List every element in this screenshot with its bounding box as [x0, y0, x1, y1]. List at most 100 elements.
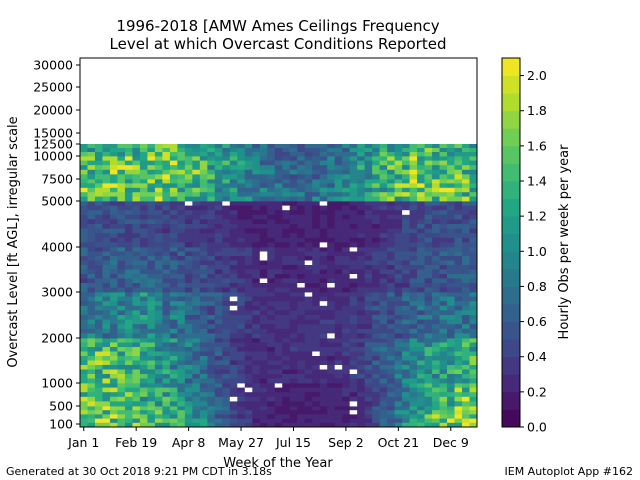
heatmap-cell: [402, 247, 410, 252]
heatmap-cell: [349, 301, 358, 307]
heatmap-cell: [237, 219, 246, 225]
heatmap-cell: [237, 179, 246, 184]
heatmap-cell: [364, 410, 373, 415]
heatmap-cell: [394, 205, 403, 211]
heatmap-cell: [312, 392, 321, 398]
heatmap-cell: [117, 283, 126, 288]
heatmap-cell: [402, 228, 410, 234]
heatmap-cell: [80, 144, 88, 149]
heatmap-cell: [327, 196, 336, 202]
heatmap-cell: [364, 315, 373, 320]
heatmap-cell: [409, 160, 418, 166]
heatmap-cell: [274, 410, 283, 415]
heatmap-cell: [267, 256, 276, 261]
heatmap-cell: [169, 283, 178, 288]
heatmap-cell: [327, 274, 336, 279]
heatmap-cell: [244, 406, 253, 411]
heatmap-cell: [304, 251, 313, 257]
heatmap-cell: [274, 224, 283, 229]
heatmap-cell: [342, 296, 351, 302]
heatmap-cell: [379, 278, 388, 284]
heatmap-cell: [162, 301, 171, 307]
heatmap-cell: [379, 324, 388, 330]
heatmap-cell: [372, 210, 381, 216]
heatmap-cell: [169, 233, 178, 239]
heatmap-cell: [222, 283, 231, 288]
heatmap-cell: [387, 422, 395, 428]
heatmap-cell: [162, 242, 171, 248]
heatmap-cell: [387, 179, 395, 184]
heatmap-cell: [409, 338, 418, 343]
heatmap-cell: [177, 374, 186, 379]
heatmap-cell: [409, 201, 418, 206]
heatmap-cell: [267, 196, 276, 202]
heatmap-cell: [132, 392, 141, 398]
heatmap-cell: [304, 296, 313, 302]
heatmap-cell: [319, 319, 328, 325]
heatmap-cell: [267, 414, 276, 419]
heatmap-cell: [214, 210, 223, 216]
heatmap-cell: [394, 422, 403, 428]
heatmap-cell: [282, 342, 291, 348]
heatmap-cell: [327, 387, 336, 393]
heatmap-cell: [289, 328, 298, 334]
heatmap-cell: [154, 174, 163, 180]
heatmap-cell: [304, 242, 313, 248]
heatmap-cell: [417, 179, 425, 184]
heatmap-cell: [319, 414, 328, 419]
heatmap-cell: [222, 274, 231, 279]
heatmap-cell: [387, 342, 395, 348]
heatmap-cell: [394, 210, 403, 216]
heatmap-cell: [162, 319, 171, 325]
heatmap-cell: [372, 360, 381, 366]
heatmap-cell: [237, 360, 246, 366]
heatmap-cell: [80, 278, 88, 284]
heatmap-cell: [117, 237, 126, 243]
heatmap-cell: [319, 260, 328, 266]
heatmap-cell: [297, 165, 306, 171]
heatmap-cell: [252, 219, 261, 225]
heatmap-cell: [432, 305, 440, 311]
heatmap-cell: [102, 296, 111, 302]
heatmap-cell: [364, 338, 373, 343]
heatmap-cell: [394, 406, 403, 411]
heatmap-cell: [102, 278, 111, 284]
heatmap-cell: [282, 192, 291, 197]
heatmap-cell: [387, 196, 395, 202]
heatmap-cell: [394, 410, 403, 415]
heatmap-cell: [312, 179, 321, 184]
heatmap-cell: [80, 422, 88, 428]
heatmap-cell: [469, 165, 478, 171]
heatmap-cell: [319, 219, 328, 225]
heatmap-cell: [109, 310, 118, 316]
heatmap-cell: [454, 260, 463, 266]
heatmap-cell: [222, 287, 231, 293]
heatmap-cell: [147, 274, 156, 279]
heatmap-cell: [297, 247, 306, 252]
heatmap-cell: [259, 305, 268, 311]
colorbar-tick-label: 0.4: [527, 349, 547, 364]
heatmap-cell: [177, 196, 186, 202]
heatmap-cell: [289, 387, 298, 393]
heatmap-cell: [454, 247, 463, 252]
heatmap-cell: [357, 205, 366, 211]
heatmap-cell: [357, 287, 366, 293]
heatmap-cell: [184, 169, 193, 175]
heatmap-cell: [244, 192, 253, 197]
heatmap-cell: [229, 260, 238, 266]
heatmap-cell: [334, 342, 343, 348]
heatmap-cell: [222, 196, 231, 202]
heatmap-cell: [342, 324, 351, 330]
heatmap-cell: [297, 296, 306, 302]
heatmap-cell: [394, 160, 403, 166]
colorbar-segment: [502, 321, 520, 340]
heatmap-cell: [312, 301, 321, 307]
heatmap-cell: [379, 237, 388, 243]
heatmap-cell: [117, 292, 126, 297]
heatmap-cell: [387, 187, 395, 193]
heatmap-cell: [424, 383, 433, 388]
heatmap-cell: [184, 214, 193, 220]
heatmap-cell: [304, 187, 313, 193]
heatmap-cell: [304, 256, 313, 261]
heatmap-cell: [297, 283, 306, 288]
